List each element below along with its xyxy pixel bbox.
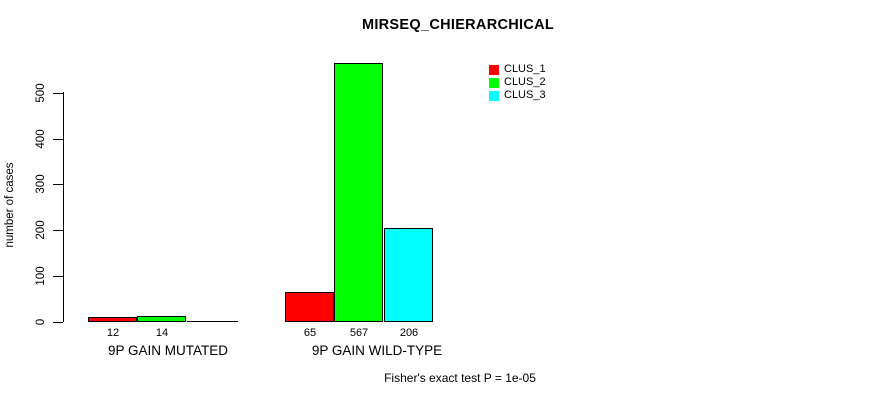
- y-axis-line: [63, 92, 64, 322]
- bar-clus-1: [88, 317, 137, 322]
- legend-item-label: CLUS_2: [504, 76, 546, 88]
- legend-swatch-clus-3: [489, 90, 499, 101]
- bar-clus-2: [334, 63, 383, 322]
- y-tick-mark: [53, 184, 63, 185]
- y-tick-label: 300: [35, 174, 47, 194]
- y-tick-label: 0: [35, 318, 47, 326]
- y-tick-mark: [53, 276, 63, 277]
- y-tick-label: 100: [35, 266, 47, 286]
- category-label: 9P GAIN MUTATED: [107, 343, 229, 358]
- pvalue-annotation: Fisher's exact test P = 1e-05: [384, 371, 536, 385]
- bar-value-label: 65: [303, 327, 317, 339]
- legend-item: CLUS_3: [489, 89, 546, 102]
- y-axis-label: number of cases: [4, 162, 16, 248]
- bar-clus-3: [384, 228, 433, 322]
- bar-clus-2: [137, 316, 186, 322]
- y-tick-label: 200: [35, 220, 47, 240]
- y-tick-mark: [53, 93, 63, 94]
- legend: CLUS_1 CLUS_2 CLUS_3: [489, 63, 546, 102]
- bar-value-label: 206: [399, 327, 419, 339]
- chart-title: MIRSEQ_CHIERARCHICAL: [361, 17, 555, 33]
- legend-item: CLUS_2: [489, 76, 546, 89]
- legend-item: CLUS_1: [489, 63, 546, 76]
- bar-clus-3-zero: [187, 321, 238, 322]
- bar-value-label: 567: [349, 327, 369, 339]
- category-label: 9P GAIN WILD-TYPE: [311, 343, 443, 358]
- y-tick-label: 500: [35, 83, 47, 103]
- bar-clus-1: [285, 292, 334, 322]
- legend-item-label: CLUS_3: [504, 89, 546, 101]
- y-tick-mark: [53, 322, 63, 323]
- bar-value-label: 14: [155, 327, 169, 339]
- y-tick-mark: [53, 230, 63, 231]
- bar-value-label: 12: [106, 327, 120, 339]
- legend-swatch-clus-1: [489, 64, 499, 75]
- y-tick-label: 400: [35, 129, 47, 149]
- legend-item-label: CLUS_1: [504, 63, 546, 75]
- legend-swatch-clus-2: [489, 77, 499, 88]
- y-tick-mark: [53, 139, 63, 140]
